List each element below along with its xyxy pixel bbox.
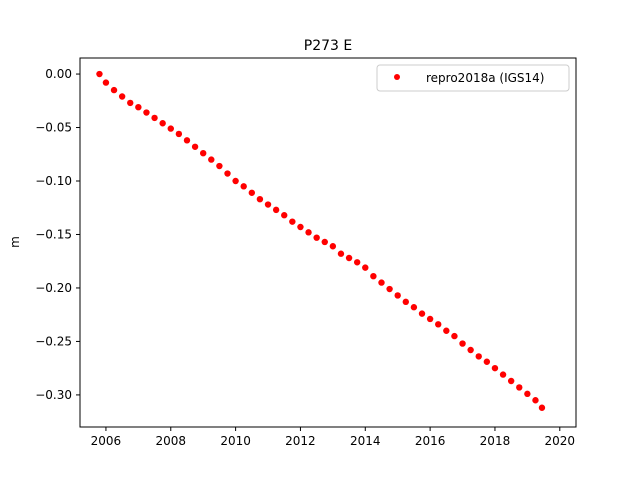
data-point <box>175 130 183 138</box>
data-point <box>329 243 337 250</box>
x-tick-label: 2012 <box>285 434 316 448</box>
data-point <box>467 346 474 354</box>
y-tick-label: 0.00 <box>45 67 72 81</box>
data-point <box>370 272 377 280</box>
data-point <box>159 120 166 127</box>
x-tick-label: 2016 <box>415 434 446 448</box>
data-point <box>459 340 466 347</box>
y-tick-label: −0.30 <box>35 388 72 402</box>
data-point <box>143 109 150 116</box>
plot-frame <box>79 57 577 428</box>
x-tick-label: 2014 <box>350 434 381 448</box>
data-point <box>491 364 499 372</box>
data-point <box>362 264 369 271</box>
data-point <box>426 315 434 323</box>
x-tick-label: 2008 <box>155 434 186 448</box>
data-point <box>394 292 401 299</box>
data-point <box>353 259 361 266</box>
legend-box <box>376 64 570 92</box>
y-tick-label: −0.20 <box>35 281 72 295</box>
y-tick-label: −0.25 <box>35 334 72 348</box>
y-tick-label: −0.10 <box>35 174 72 188</box>
data-point <box>538 404 546 411</box>
y-axis-label: m <box>8 236 22 248</box>
data-point <box>127 99 134 107</box>
data-point <box>167 125 174 132</box>
data-point <box>151 114 158 122</box>
y-tick-label: −0.15 <box>35 227 72 241</box>
data-point <box>475 353 482 360</box>
data-point <box>110 86 118 94</box>
data-point <box>516 384 523 391</box>
data-point <box>240 183 247 190</box>
data-point <box>256 195 264 203</box>
data-point <box>272 206 280 214</box>
data-point <box>499 371 507 378</box>
data-point <box>289 218 296 225</box>
data-point <box>264 201 272 208</box>
data-point <box>451 332 458 340</box>
data-point <box>183 137 191 144</box>
data-point <box>402 298 410 306</box>
legend-label: repro2018a (IGS14) <box>426 71 544 85</box>
data-point <box>524 390 531 398</box>
chart-title: P273 E <box>304 38 352 54</box>
x-tick-label: 2010 <box>220 434 251 448</box>
data-point <box>418 310 426 317</box>
x-axis: 2006 2008 2010 2012 2014 2016 2018 2020 <box>91 427 575 448</box>
data-point <box>102 79 110 86</box>
data-point <box>118 93 126 100</box>
data-point <box>410 304 418 311</box>
data-point <box>281 212 288 219</box>
data-point <box>345 254 353 262</box>
data-point <box>483 358 491 365</box>
data-point <box>208 156 215 163</box>
data-point <box>96 70 103 78</box>
data-point <box>386 285 393 293</box>
x-tick-label: 2018 <box>480 434 511 448</box>
data-point <box>305 229 312 236</box>
legend: repro2018a (IGS14) <box>376 64 570 92</box>
y-axis: 0.00 −0.05 −0.10 −0.15 −0.20 −0.25 −0.30 <box>35 67 80 402</box>
data-point <box>532 397 539 404</box>
data-point <box>337 250 345 257</box>
legend-marker <box>394 74 400 80</box>
data-point <box>507 377 515 385</box>
data-points <box>96 70 546 411</box>
data-point <box>297 223 304 231</box>
data-point <box>224 170 231 177</box>
data-point <box>321 238 328 246</box>
data-point <box>199 149 207 157</box>
data-point <box>135 104 142 111</box>
data-point <box>191 143 199 150</box>
data-point <box>232 177 239 185</box>
data-point <box>248 189 256 196</box>
data-point <box>313 234 320 241</box>
data-point <box>435 321 442 328</box>
data-point <box>216 162 223 170</box>
data-point <box>443 327 450 334</box>
x-tick-label: 2006 <box>91 434 122 448</box>
y-tick-label: −0.05 <box>35 121 72 135</box>
x-tick-label: 2020 <box>545 434 576 448</box>
data-point <box>378 279 385 286</box>
